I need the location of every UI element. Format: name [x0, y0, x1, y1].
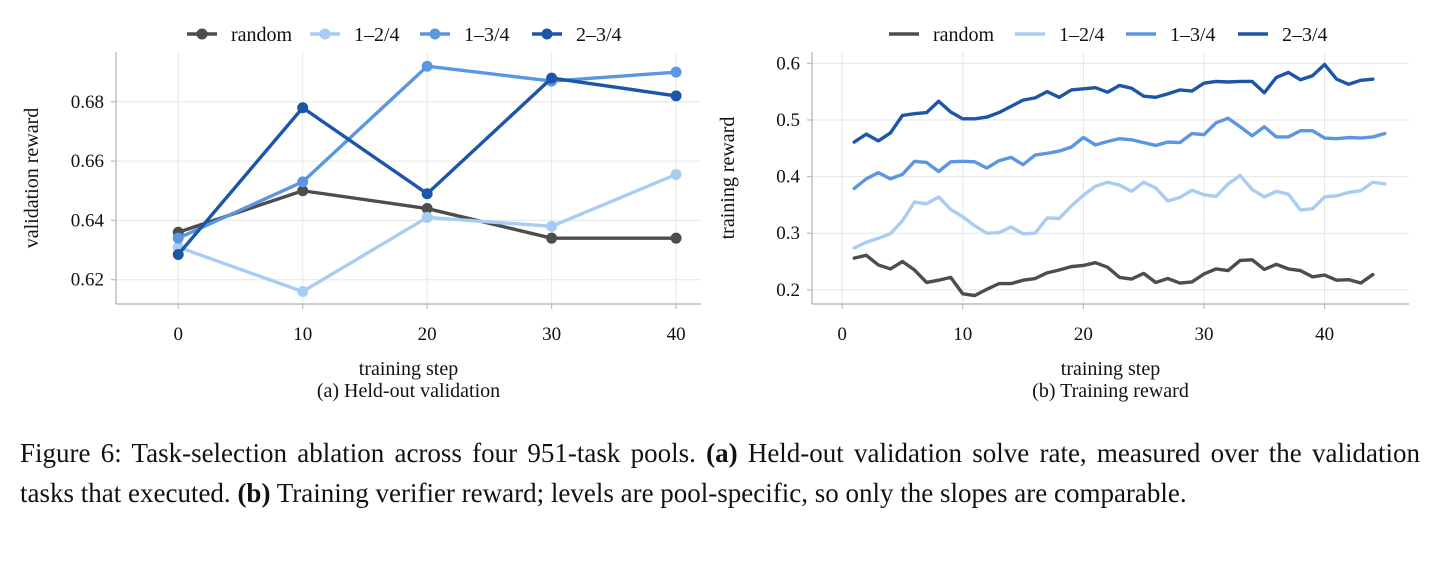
legend-item: random	[187, 24, 293, 46]
gridlines	[116, 52, 701, 304]
figure: 0 10 20 30 40 0.62 0.64 0.66 0.68 training step va…	[21, 24, 1409, 402]
caption-part-a-label: (a)	[706, 438, 738, 468]
gridlines	[812, 52, 1409, 304]
series-line	[852, 116, 1387, 191]
data-point	[421, 188, 433, 200]
y-tick-label: 0.3	[776, 223, 800, 244]
data-point	[421, 211, 433, 223]
x-tick-label: 40	[1315, 324, 1334, 345]
x-axis-label: training step	[359, 358, 458, 380]
legend-item: random	[889, 24, 995, 46]
y-tick-label: 0.68	[71, 92, 104, 113]
figure-caption: Figure 6: Task-selection ablation across…	[20, 433, 1420, 513]
chart-subcaption: (b) Training reward	[1032, 380, 1189, 402]
legend-label: random	[231, 24, 293, 46]
data-point	[421, 60, 433, 72]
data-point	[670, 232, 682, 244]
data-point	[546, 220, 558, 232]
caption-lead: Figure 6: Task-selection ablation across…	[20, 438, 696, 468]
chart-b-training-reward: 0 10 20 30 40 0.2 0.3 0.4 0.5 0.6 training step tra…	[717, 24, 1409, 402]
series-line	[852, 173, 1387, 250]
legend-item: 2–3/4	[532, 24, 622, 46]
series-line	[852, 253, 1375, 298]
data-point	[172, 232, 184, 244]
x-tick-label: 30	[542, 324, 561, 345]
y-tick-label: 0.66	[71, 151, 104, 172]
x-tick-label: 20	[418, 324, 437, 345]
series-2	[852, 173, 1387, 250]
y-tick-label: 0.62	[71, 270, 104, 291]
y-tick-label: 0.4	[776, 167, 800, 188]
legend-label: 2–3/4	[576, 24, 622, 46]
x-tick-label: 40	[667, 324, 686, 345]
caption-part-b-label: (b)	[237, 478, 271, 508]
y-tick-label: 0.6	[776, 53, 800, 74]
x-tick-label: 20	[1074, 324, 1093, 345]
series-1	[172, 185, 682, 244]
legend-label: 1–2/4	[354, 24, 400, 46]
x-tick-label: 0	[173, 324, 183, 345]
x-axis-label: training step	[1061, 358, 1160, 380]
legend-marker	[319, 28, 331, 40]
legend-label: random	[933, 24, 995, 46]
x-tick-label: 30	[1194, 324, 1213, 345]
chart-a-held-out-validation: 0 10 20 30 40 0.62 0.64 0.66 0.68 training step va…	[21, 24, 701, 402]
legend-label: 1–3/4	[464, 24, 510, 46]
data-point	[172, 248, 184, 260]
series-2	[172, 168, 682, 298]
legend-item: 1–2/4	[1015, 24, 1105, 46]
x-tick-label: 10	[293, 324, 312, 345]
legend-marker	[196, 28, 208, 40]
y-tick-label: 0.5	[776, 110, 800, 131]
caption-part-b-text: Training verifier reward; levels are poo…	[276, 478, 1187, 508]
caption-part-a-text: Held-out validation solve rate, measured…	[20, 438, 1421, 508]
data-point	[670, 90, 682, 102]
y-tick-label: 0.64	[71, 210, 105, 231]
legend-item: 1–2/4	[310, 24, 400, 46]
y-axis-label: training reward	[717, 117, 739, 240]
data-point	[546, 232, 558, 244]
x-tick-label: 10	[953, 324, 972, 345]
legend-marker	[541, 28, 553, 40]
data-point	[297, 185, 309, 197]
legend-label: 2–3/4	[1282, 24, 1328, 46]
data-point	[297, 176, 309, 188]
legend-item: 1–3/4	[1126, 24, 1216, 46]
series-4	[172, 72, 682, 260]
x-tick-label: 0	[837, 324, 847, 345]
series-3	[852, 116, 1387, 191]
legend-marker	[429, 28, 441, 40]
legend-label: 1–3/4	[1170, 24, 1216, 46]
data-point	[670, 168, 682, 180]
data-point	[421, 203, 433, 215]
legend-item: 1–3/4	[420, 24, 510, 46]
data-point	[546, 72, 558, 84]
legend: random 1–2/4 1–3/4 2–3/4	[889, 24, 1328, 46]
y-axis-label: validation reward	[21, 108, 43, 249]
data-point	[670, 66, 682, 78]
series-4	[852, 62, 1375, 144]
series-line	[852, 62, 1375, 144]
y-tick-label: 0.2	[776, 280, 800, 301]
chart-subcaption: (a) Held-out validation	[317, 380, 500, 402]
data-point	[297, 102, 309, 114]
legend-item: 2–3/4	[1238, 24, 1328, 46]
legend-label: 1–2/4	[1059, 24, 1105, 46]
legend: random 1–2/4 1–3/4 2–3/4	[187, 24, 622, 46]
data-point	[297, 286, 309, 298]
series-1	[852, 253, 1375, 298]
